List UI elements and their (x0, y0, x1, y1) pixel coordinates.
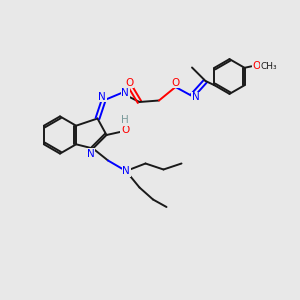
Text: O: O (125, 77, 133, 88)
Text: O: O (252, 61, 261, 71)
Text: N: N (87, 149, 94, 159)
Text: CH₃: CH₃ (260, 62, 277, 71)
Text: O: O (121, 124, 129, 135)
Text: N: N (122, 166, 130, 176)
Text: N: N (192, 92, 200, 103)
Text: H: H (121, 115, 129, 125)
Text: N: N (121, 88, 129, 98)
Text: N: N (98, 92, 106, 102)
Text: O: O (171, 77, 180, 88)
